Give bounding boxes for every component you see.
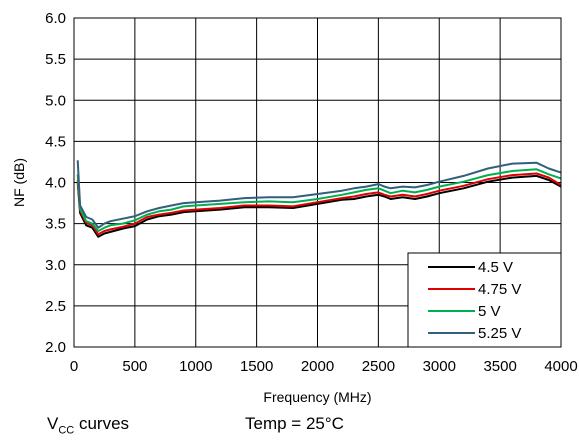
y-tick-label: 2.5: [45, 298, 66, 315]
x-tick-label: 3500: [483, 358, 516, 375]
y-tick-label: 2.0: [45, 339, 66, 356]
legend-label-1: 4.75 V: [478, 281, 521, 298]
x-tick-label: 2500: [362, 358, 395, 375]
vcc-caption-v: V: [47, 414, 59, 433]
x-tick-label: 1000: [179, 358, 212, 375]
series-line-1: [76, 172, 562, 236]
legend-box: [407, 252, 562, 348]
x-tick-label: 0: [70, 358, 78, 375]
x-tick-label: 4000: [544, 358, 577, 375]
series-lines: [76, 160, 562, 238]
y-tick-label: 6.0: [45, 10, 66, 27]
series-line-0: [76, 174, 562, 238]
temp-caption: Temp = 25°C: [245, 414, 344, 433]
y-axis-label: NF (dB): [11, 158, 27, 207]
plot-area-border: [73, 17, 562, 348]
y-tick-label: 3.0: [45, 257, 66, 274]
y-tick-labels: 2.0 2.5 3.0 3.5 4.0 4.5 5.0 5.5 6.0: [45, 10, 66, 356]
x-tick-label: 3000: [423, 358, 456, 375]
legend: 4.5 V 4.75 V 5 V 5.25 V: [407, 252, 562, 348]
x-axis-label: Frequency (MHz): [263, 389, 371, 405]
y-tick-label: 4.0: [45, 175, 66, 192]
vcc-curves-caption: VCC curves: [47, 414, 129, 436]
y-tick-label: 5.0: [45, 92, 66, 109]
x-tick-label: 1500: [240, 358, 273, 375]
x-tick-labels: 0 500 1000 1500 2000 2500 3000 3500 4000: [70, 358, 578, 375]
y-tick-label: 3.5: [45, 216, 66, 233]
x-tick-label: 2000: [301, 358, 334, 375]
series-line-2: [76, 168, 562, 232]
series-line-3: [76, 160, 562, 229]
x-tick-label: 500: [122, 358, 147, 375]
legend-label-2: 5 V: [478, 303, 501, 320]
vcc-caption-sub: CC: [58, 424, 75, 437]
vcc-caption-rest: curves: [74, 414, 130, 433]
legend-label-3: 5.25 V: [478, 325, 521, 342]
y-tick-label: 4.5: [45, 133, 66, 150]
y-tick-label: 5.5: [45, 51, 66, 68]
legend-label-0: 4.5 V: [478, 259, 513, 276]
